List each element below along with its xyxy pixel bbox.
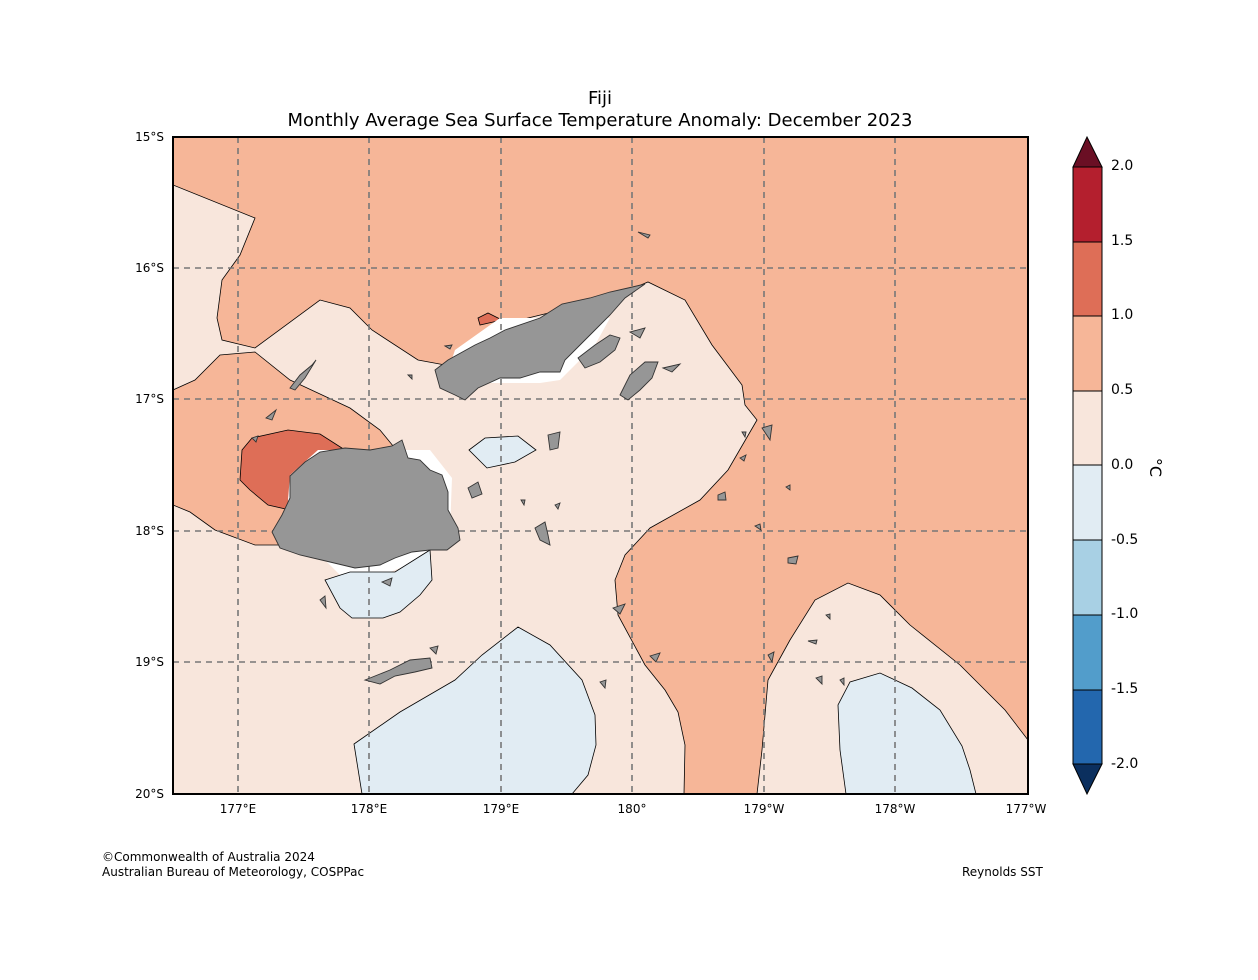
colorbar-tick-neg2.0: -2.0 (1111, 756, 1139, 772)
lon-tick-178w: 178°W (874, 802, 916, 816)
lat-tick-15s: 15°S (135, 130, 164, 144)
island-ogea (815, 675, 823, 686)
island-lau-b (739, 454, 747, 462)
colorbar-bin-0.5-1.0 (1072, 315, 1103, 392)
colorbar-bin-neg2.0-neg1.5 (1072, 689, 1103, 765)
island-qamea (628, 327, 646, 339)
anomaly-region-neg-0.5-0.0-center (468, 435, 537, 469)
map-title: Fiji (587, 88, 613, 109)
lon-tick-178e: 178°E (350, 802, 388, 816)
island-lau-f (807, 639, 818, 645)
agency-text: Australian Bureau of Meteorology, COSPPa… (102, 865, 365, 879)
colorbar-tick-1.0: 1.0 (1111, 307, 1134, 323)
lon-tick-177e: 177°E (219, 802, 257, 816)
colorbar-bin-neg0.5-0.0 (1072, 464, 1103, 541)
colorbar-extend-min (1072, 763, 1103, 796)
island-vanua-levu (434, 283, 646, 401)
anomaly-region-neg-0.5-0.0-sw (324, 549, 433, 619)
island-lau-j (251, 435, 259, 443)
colorbar-bin-1.5-2.0 (1072, 166, 1103, 243)
island-lau-a (741, 431, 747, 439)
lat-tick-19s: 19°S (135, 655, 164, 669)
island-ovalau (547, 431, 561, 451)
lat-tick-20s: 20°S (135, 787, 164, 801)
anomaly-region-neg-0.5-0.0-se (837, 672, 977, 794)
map-subtitle: Monthly Average Sea Surface Temperature … (287, 110, 913, 131)
island-lau-c (785, 484, 791, 491)
island-beqa (380, 577, 393, 587)
island-moala (534, 521, 551, 546)
island-lakeba (717, 491, 727, 501)
island-nairai (520, 499, 526, 507)
island-matuku (599, 679, 607, 690)
colorbar-bin-neg1.0-neg0.5 (1072, 539, 1103, 616)
island-taveuni (577, 334, 621, 369)
lat-tick-18s: 18°S (135, 524, 164, 538)
colorbar-tick-neg1.0: -1.0 (1111, 606, 1139, 622)
colorbar-tick-2.0: 2.0 (1111, 158, 1134, 174)
colorbar-bin-neg1.5-neg1.0 (1072, 614, 1103, 691)
lon-tick-179w: 179°W (743, 802, 785, 816)
island-batiki (554, 502, 561, 510)
island-lau-k (429, 645, 439, 655)
lat-tick-17s: 17°S (135, 392, 164, 406)
colorbar-bin-1.0-1.5 (1072, 241, 1103, 317)
island-viti-levu (271, 439, 461, 569)
island-vatoa (787, 555, 799, 565)
copyright-text: ©Commonwealth of Australia 2024 (102, 850, 315, 864)
island-gau (467, 481, 483, 499)
island-lau-h (406, 374, 413, 381)
island-totoya (649, 652, 661, 663)
map-frame (172, 136, 1029, 795)
lon-tick-179e: 179°E (482, 802, 520, 816)
lat-tick-16s: 16°S (135, 261, 164, 275)
island-cikobia (637, 231, 651, 239)
island-fulaga (767, 651, 775, 664)
colorbar-tick-neg1.5: -1.5 (1111, 681, 1139, 697)
island-lau-d (754, 523, 762, 531)
lon-tick-177w: 177°W (1005, 802, 1047, 816)
colorbar-tick-0.0: 0.0 (1111, 457, 1134, 473)
colorbar-unit-label: °C (1146, 457, 1166, 478)
data-source-text: Reynolds SST (962, 865, 1043, 879)
colorbar-tick-1.5: 1.5 (1111, 233, 1134, 249)
island-vanua-vatu (661, 363, 682, 373)
island-lau-e (825, 613, 831, 621)
island-ono-i-lau (612, 603, 626, 615)
anomaly-region-neg-0.5-0.0-south (353, 626, 597, 794)
island-koro (619, 361, 659, 401)
colorbar-extend-max (1072, 135, 1103, 168)
colorbar-bin-0.0-0.5 (1072, 390, 1103, 466)
island-vanua-balavu (761, 424, 773, 442)
land-islands (251, 231, 845, 690)
colorbar (1072, 135, 1103, 796)
island-yasawa (289, 359, 317, 391)
island-lau-i (443, 344, 453, 350)
lon-tick-180: 180° (617, 802, 647, 816)
colorbar-tick-0.5: 0.5 (1111, 382, 1134, 398)
island-lau-g (839, 677, 845, 687)
island-kadavu (363, 657, 433, 685)
island-waya (265, 408, 278, 421)
colorbar-tick-neg0.5: -0.5 (1111, 532, 1139, 548)
island-vatulele (319, 595, 327, 610)
